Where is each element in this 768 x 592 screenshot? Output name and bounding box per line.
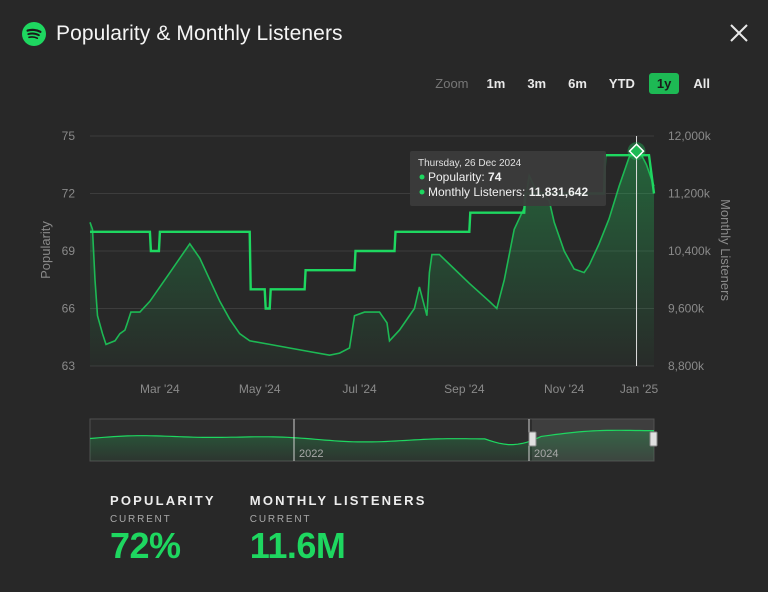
zoom-1y-button[interactable]: 1y bbox=[648, 73, 680, 94]
tooltip-listeners-dot bbox=[419, 189, 425, 195]
hover-marker bbox=[627, 142, 646, 161]
x-tick-label: Jul '24 bbox=[342, 382, 377, 396]
stat-popularity-value: 72% bbox=[110, 525, 181, 566]
zoom-3m-button[interactable]: 3m bbox=[527, 76, 547, 91]
right-tick-label: 11,200k bbox=[668, 187, 711, 201]
left-tick-label: 69 bbox=[62, 244, 76, 258]
navigator-label-2024: 2024 bbox=[534, 448, 558, 460]
left-tick-label: 72 bbox=[62, 187, 76, 201]
stat-listeners-label: MONTHLY LISTENERS bbox=[249, 493, 427, 508]
right-axis-title: Monthly Listeners bbox=[718, 199, 733, 301]
left-axis-title: Popularity bbox=[38, 221, 53, 279]
left-tick-label: 66 bbox=[62, 302, 76, 316]
spotify-logo-icon bbox=[22, 22, 46, 46]
tooltip-listeners-value: 11,831,642 bbox=[529, 185, 589, 199]
left-tick-label: 75 bbox=[62, 129, 76, 143]
series-line-monthly-listeners[interactable] bbox=[89, 145, 655, 357]
navigator-area bbox=[90, 430, 654, 461]
page-title: Popularity & Monthly Listeners bbox=[56, 22, 343, 45]
navigator-line bbox=[89, 429, 654, 446]
stat-popularity-sub: CURRENT bbox=[110, 514, 172, 525]
x-axis: Mar '24 May '24 Jul '24 Sep '24 Nov '24 Jan '… bbox=[140, 382, 658, 396]
x-tick-label: Nov '24 bbox=[544, 382, 585, 396]
tooltip-popularity-label: Popularity: bbox=[428, 170, 485, 184]
chart-area[interactable]: 63 66 69 72 75 8,800k 9,600k 10,400k 11,200k 12,… bbox=[0, 0, 768, 480]
listeners-area bbox=[90, 146, 654, 366]
tooltip-background bbox=[410, 151, 606, 206]
tooltip-popularity: Popularity: 74 bbox=[428, 170, 502, 184]
x-tick-label: May '24 bbox=[239, 382, 281, 396]
navigator-label-2022: 2022 bbox=[299, 448, 323, 460]
close-icon[interactable] bbox=[728, 22, 750, 44]
tooltip-listeners: Monthly Listeners: 11,831,642 bbox=[428, 185, 588, 199]
x-tick-label: Sep '24 bbox=[444, 382, 485, 396]
right-tick-label: 12,000k bbox=[668, 129, 712, 143]
stat-listeners: MONTHLY LISTENERS CURRENT 11.6M bbox=[250, 493, 427, 567]
tooltip-popularity-value: 74 bbox=[488, 170, 502, 184]
tooltip: Thursday, 26 Dec 2024 Popularity: 74 Mon… bbox=[410, 151, 606, 206]
header: Popularity & Monthly Listeners bbox=[22, 22, 343, 46]
stat-listeners-value: 11.6M bbox=[249, 525, 346, 566]
tooltip-popularity-dot bbox=[419, 174, 425, 180]
x-tick-label: Jan '25 bbox=[620, 382, 659, 396]
stat-listeners-sub: CURRENT bbox=[249, 514, 312, 525]
zoom-bar: Zoom 1m 3m 6m YTD 1y All bbox=[435, 73, 718, 94]
zoom-all-button[interactable]: All bbox=[693, 76, 710, 91]
x-tick-label: Mar '24 bbox=[140, 382, 180, 396]
navigator[interactable]: 2022 2024 bbox=[89, 418, 658, 462]
tooltip-listeners-label: Monthly Listeners: bbox=[428, 185, 525, 199]
stat-popularity: POPULARITY CURRENT 72% bbox=[110, 493, 216, 567]
right-axis: 8,800k 9,600k 10,400k 11,200k 12,000k bbox=[668, 129, 712, 373]
right-tick-label: 10,400k bbox=[668, 244, 712, 258]
zoom-ytd-button[interactable]: YTD bbox=[608, 76, 635, 91]
right-tick-label: 9,600k bbox=[668, 302, 705, 316]
right-tick-label: 8,800k bbox=[668, 359, 705, 373]
left-axis: 63 66 69 72 75 bbox=[62, 129, 76, 373]
navigator-handle-left[interactable] bbox=[528, 431, 537, 447]
stat-popularity-label: POPULARITY bbox=[110, 493, 216, 508]
tooltip-date: Thursday, 26 Dec 2024 bbox=[418, 158, 522, 169]
hover-marker-diamond bbox=[628, 143, 645, 160]
left-tick-label: 63 bbox=[62, 359, 76, 373]
zoom-1m-button[interactable]: 1m bbox=[486, 76, 506, 91]
zoom-label: Zoom bbox=[435, 76, 469, 91]
zoom-6m-button[interactable]: 6m bbox=[568, 76, 587, 91]
navigator-handle-right[interactable] bbox=[649, 431, 658, 447]
stats-section: POPULARITY CURRENT 72% MONTHLY LISTENERS… bbox=[110, 493, 427, 567]
